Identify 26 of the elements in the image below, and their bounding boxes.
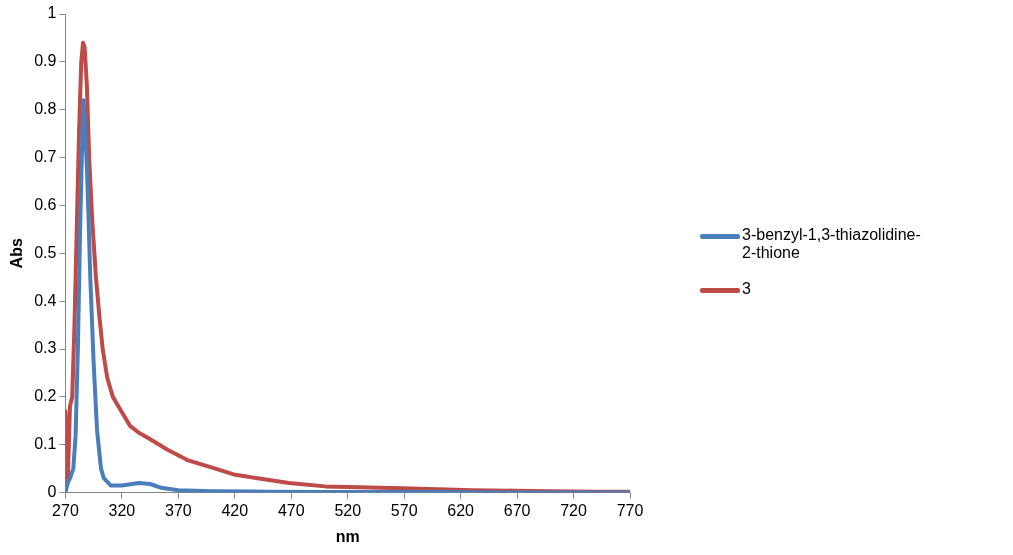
y-tick-label: 0 (47, 483, 57, 501)
y-axis-title: Abs (8, 238, 26, 269)
y-tick-label: 0.6 (34, 195, 57, 213)
y-tick-label: 0.4 (34, 291, 57, 309)
x-tick-label: 370 (165, 501, 192, 519)
x-tick-label: 520 (334, 501, 362, 519)
y-tick-label: 1 (47, 4, 57, 22)
y-tick-label: 0.1 (34, 435, 57, 453)
x-tick-label: 470 (277, 501, 305, 519)
x-tick-label: 770 (616, 501, 644, 519)
y-tick-label: 0.7 (34, 147, 57, 165)
y-tick-label: 0.3 (34, 339, 57, 357)
y-tick-label: 0.2 (34, 387, 57, 405)
y-tick-label: 0.9 (34, 52, 57, 70)
x-tick-label: 720 (560, 501, 587, 519)
x-tick-label: 270 (52, 501, 79, 519)
x-tick-label: 420 (221, 501, 249, 519)
x-axis-title: nm (335, 527, 360, 545)
legend-label: 3-benzyl-1,3-thiazolidine-2-thione (742, 226, 922, 262)
x-tick-label: 620 (447, 501, 475, 519)
y-tick-label: 0.5 (34, 243, 57, 261)
y-tick-label: 0.8 (34, 100, 57, 118)
legend-label: 3 (742, 280, 751, 298)
x-tick-label: 570 (390, 501, 418, 519)
x-tick-label: 670 (503, 501, 531, 519)
x-tick-label: 320 (108, 501, 136, 519)
